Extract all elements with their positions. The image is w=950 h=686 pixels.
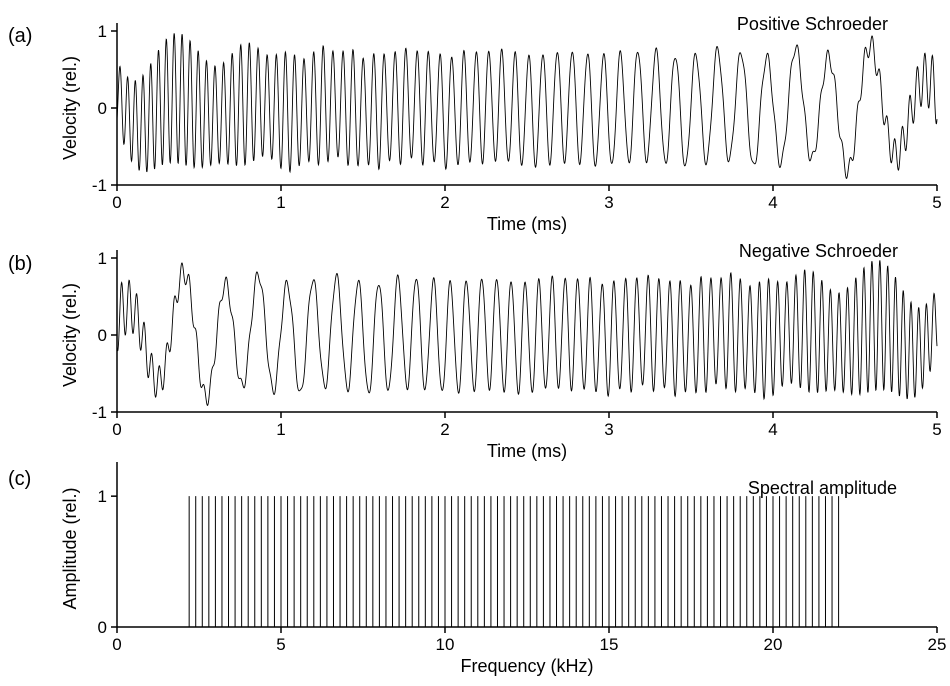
panel-a: 0 1 2 3 4 5 -1 0 1 Time (ms) Velocity (rel.) (a) Pos… [8, 14, 942, 234]
x-tick-label: 4 [768, 193, 777, 212]
y-axis-label: Velocity (rel.) [60, 283, 80, 387]
x-tick-label: 4 [768, 420, 777, 439]
x-tick-label: 15 [600, 635, 619, 654]
x-tick-label: 3 [604, 193, 613, 212]
y-tick-label: 0 [98, 326, 107, 345]
panel-title: Negative Schroeder [739, 241, 898, 261]
y-tick-label: 1 [98, 22, 107, 41]
x-tick-label: 1 [276, 193, 285, 212]
x-tick-label: 5 [932, 193, 941, 212]
panel-title: Spectral amplitude [748, 478, 897, 498]
y-axis-label: Amplitude (rel.) [60, 487, 80, 609]
y-tick-label: 1 [98, 249, 107, 268]
x-tick-label: 5 [276, 635, 285, 654]
waveform-line [116, 260, 938, 407]
x-tick-label: 0 [112, 420, 121, 439]
x-tick-label: 25 [928, 635, 947, 654]
panel-label: (c) [8, 468, 31, 490]
y-tick-label: -1 [92, 403, 107, 422]
panel-label: (a) [8, 25, 32, 47]
x-tick-label: 2 [440, 420, 449, 439]
panel-label: (b) [8, 253, 32, 275]
panel-c: 0 5 10 15 20 25 0 1 Frequency (kHz) Amplitude (re… [8, 462, 946, 676]
x-tick-label: 20 [764, 635, 783, 654]
x-axis-label: Frequency (kHz) [460, 656, 593, 676]
x-tick-label: 10 [436, 635, 455, 654]
x-tick-label: 1 [276, 420, 285, 439]
panel-b: 0 1 2 3 4 5 -1 0 1 Time (ms) Velocity (rel.) (b) Neg… [8, 241, 942, 461]
y-tick-label: 1 [98, 487, 107, 506]
x-tick-label: 0 [112, 193, 121, 212]
y-axis-label: Velocity (rel.) [60, 56, 80, 160]
x-axis-label: Time (ms) [487, 441, 567, 461]
y-tick-label: 0 [98, 99, 107, 118]
x-tick-label: 2 [440, 193, 449, 212]
waveform-line [116, 33, 938, 180]
y-tick-label: 0 [98, 618, 107, 637]
x-axis-label: Time (ms) [487, 214, 567, 234]
panel-title: Positive Schroeder [737, 14, 888, 34]
x-tick-label: 0 [112, 635, 121, 654]
y-tick-label: -1 [92, 176, 107, 195]
x-tick-label: 5 [932, 420, 941, 439]
x-tick-label: 3 [604, 420, 613, 439]
